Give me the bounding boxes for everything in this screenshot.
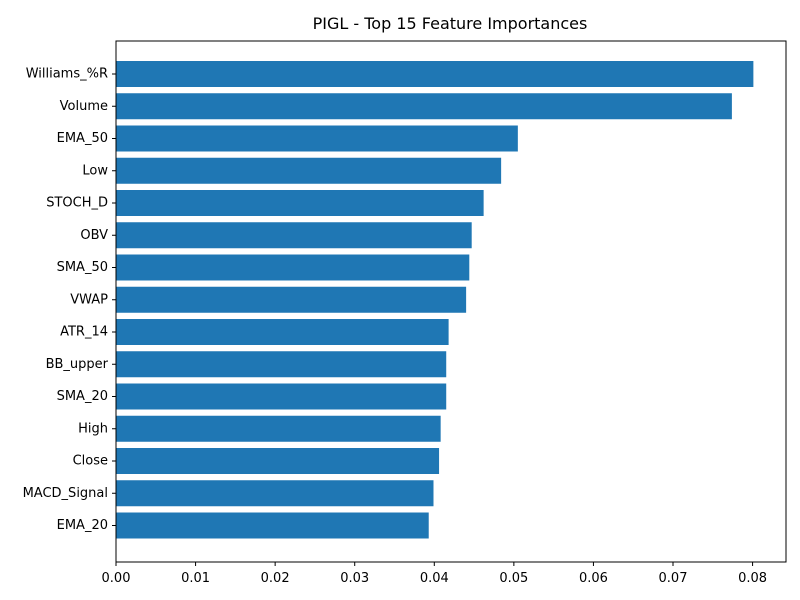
x-tick-label: 0.07	[659, 571, 688, 586]
y-tick-label: ATR_14	[60, 325, 108, 340]
bars-group	[116, 61, 754, 539]
y-tick-label: SMA_50	[57, 260, 108, 275]
bar-sma-20	[116, 383, 447, 410]
x-tick-label: 0.00	[102, 571, 131, 586]
y-tick-label: High	[78, 421, 108, 436]
y-tick-label: OBV	[80, 228, 108, 243]
bar-bb-upper	[116, 351, 447, 378]
bar-high	[116, 415, 441, 442]
bar-close	[116, 448, 440, 474]
plot-frame	[115, 40, 787, 563]
x-axis-ticks: 0.00 0.01 0.02 0.03 0.04 0.05 0.06 0.07 0.08	[102, 562, 767, 586]
bar-macd-signal	[116, 480, 434, 507]
x-tick-label: 0.04	[420, 571, 449, 586]
bar-obv	[116, 222, 472, 249]
chart-title: PIGL - Top 15 Feature Importances	[313, 14, 588, 33]
y-tick-label: Low	[82, 163, 108, 178]
bar-stoch-d	[116, 190, 484, 216]
bar-low	[116, 157, 502, 184]
y-tick-label: Volume	[60, 99, 108, 114]
y-tick-label: SMA_20	[57, 389, 108, 404]
bar-ema-50	[116, 125, 518, 152]
bar-volume	[116, 93, 732, 120]
x-tick-label: 0.02	[261, 571, 290, 586]
y-tick-label: MACD_Signal	[23, 486, 108, 501]
y-tick-label: VWAP	[70, 292, 108, 307]
bar-sma-50	[116, 254, 470, 281]
y-tick-label: Williams_%R	[26, 67, 108, 82]
x-tick-label: 0.05	[499, 571, 528, 586]
bar-ema-20	[116, 512, 429, 539]
bar-williams-r	[116, 61, 754, 87]
y-tick-label: BB_upper	[46, 357, 109, 372]
x-tick-label: 0.08	[738, 571, 767, 586]
x-tick-label: 0.06	[579, 571, 608, 586]
bar-atr-14	[116, 319, 449, 345]
x-tick-label: 0.01	[181, 571, 210, 586]
bar-vwap	[116, 286, 467, 313]
x-tick-label: 0.03	[340, 571, 369, 586]
axes-frame	[115, 40, 787, 563]
y-tick-label: STOCH_D	[46, 196, 108, 211]
y-tick-labels: Williams_%R Volume EMA_50 Low STOCH_D OBV SMA_…	[23, 67, 116, 533]
y-tick-label: EMA_20	[57, 518, 108, 533]
y-tick-label: Close	[73, 454, 108, 469]
y-tick-label: EMA_50	[57, 131, 108, 146]
